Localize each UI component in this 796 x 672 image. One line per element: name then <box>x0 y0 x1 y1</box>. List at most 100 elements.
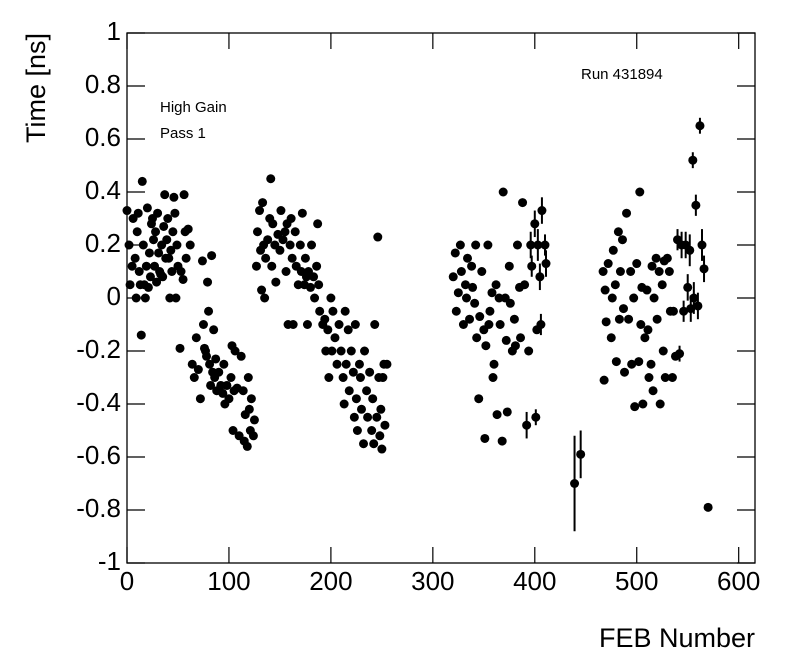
data-point <box>576 449 586 459</box>
data-point <box>502 407 512 417</box>
data-point <box>368 394 378 404</box>
data-point <box>263 235 273 245</box>
data-point <box>258 198 268 208</box>
data-point <box>130 253 140 263</box>
x-tick-label: 500 <box>615 566 658 596</box>
data-point <box>290 227 300 237</box>
data-point <box>255 206 265 216</box>
data-point <box>369 439 379 449</box>
data-point <box>219 359 229 369</box>
data-point <box>285 240 295 250</box>
data-point <box>275 245 285 255</box>
data-point <box>474 394 484 404</box>
y-tick-label: 0.6 <box>85 122 121 152</box>
y-axis-title: Time [ns] <box>21 33 51 143</box>
data-point <box>603 259 613 269</box>
data-point <box>537 206 547 216</box>
data-point <box>509 314 519 324</box>
data-point <box>613 227 623 237</box>
data-point <box>448 272 458 282</box>
data-point <box>338 373 348 382</box>
data-point <box>675 349 685 359</box>
data-point <box>164 253 174 263</box>
data-point <box>211 354 221 364</box>
data-point <box>204 306 214 316</box>
data-point <box>332 359 342 369</box>
data-point <box>181 253 191 263</box>
x-tick-label: 400 <box>513 566 556 596</box>
data-point <box>642 285 652 295</box>
y-tick-label: -0.4 <box>76 387 121 417</box>
data-point <box>491 280 501 290</box>
data-point <box>242 441 252 451</box>
data-point <box>699 264 709 274</box>
data-point <box>330 333 340 343</box>
run-label: Run 431894 <box>581 66 663 83</box>
data-point <box>526 240 536 250</box>
data-point <box>276 206 286 216</box>
data-point <box>376 404 386 414</box>
data-point <box>169 192 179 202</box>
data-point <box>224 394 234 404</box>
data-point <box>458 320 468 329</box>
data-point <box>314 280 324 290</box>
data-point <box>248 431 258 441</box>
data-point <box>697 240 707 250</box>
data-point <box>527 261 537 271</box>
data-point <box>288 320 298 329</box>
data-point <box>310 293 320 303</box>
data-point <box>160 190 170 200</box>
data-point <box>341 359 351 369</box>
data-point <box>465 314 475 324</box>
data-point <box>281 267 291 276</box>
data-point <box>540 240 550 250</box>
data-point <box>306 282 316 292</box>
data-point <box>599 375 609 385</box>
data-point <box>646 359 656 369</box>
data-point <box>162 235 172 245</box>
data-point <box>185 240 195 250</box>
data-point <box>171 293 181 303</box>
data-point <box>140 293 150 303</box>
data-point <box>167 267 177 276</box>
data-point <box>367 426 377 435</box>
data-point <box>658 346 668 356</box>
data-point <box>143 282 153 292</box>
data-point <box>218 388 228 398</box>
data-point <box>278 235 288 245</box>
data-point <box>163 214 173 223</box>
data-point <box>145 272 155 282</box>
data-point <box>124 240 134 250</box>
data-point <box>159 221 169 231</box>
data-point <box>354 359 364 369</box>
data-point <box>132 227 142 237</box>
data-point <box>138 240 148 250</box>
data-point <box>471 240 481 250</box>
data-point <box>344 386 354 396</box>
data-point <box>340 306 350 316</box>
data-point <box>467 261 477 271</box>
data-point <box>348 367 358 377</box>
data-point <box>343 325 353 335</box>
data-point <box>461 293 471 303</box>
data-point <box>651 253 661 263</box>
data-point <box>654 267 664 276</box>
data-point <box>195 394 205 404</box>
data-point <box>541 259 551 269</box>
data-point <box>505 298 515 308</box>
data-point <box>359 439 369 449</box>
data-point <box>652 314 662 324</box>
data-point <box>679 306 689 316</box>
data-point <box>648 386 658 396</box>
data-point <box>453 288 463 298</box>
data-point <box>693 301 703 311</box>
pass-label: Pass 1 <box>160 125 206 142</box>
data-point <box>524 346 534 356</box>
data-point <box>178 274 188 284</box>
data-point <box>695 121 705 131</box>
data-point <box>346 346 356 356</box>
data-point <box>166 245 176 255</box>
data-point <box>313 219 323 229</box>
data-point <box>638 399 648 409</box>
data-point <box>535 272 545 282</box>
